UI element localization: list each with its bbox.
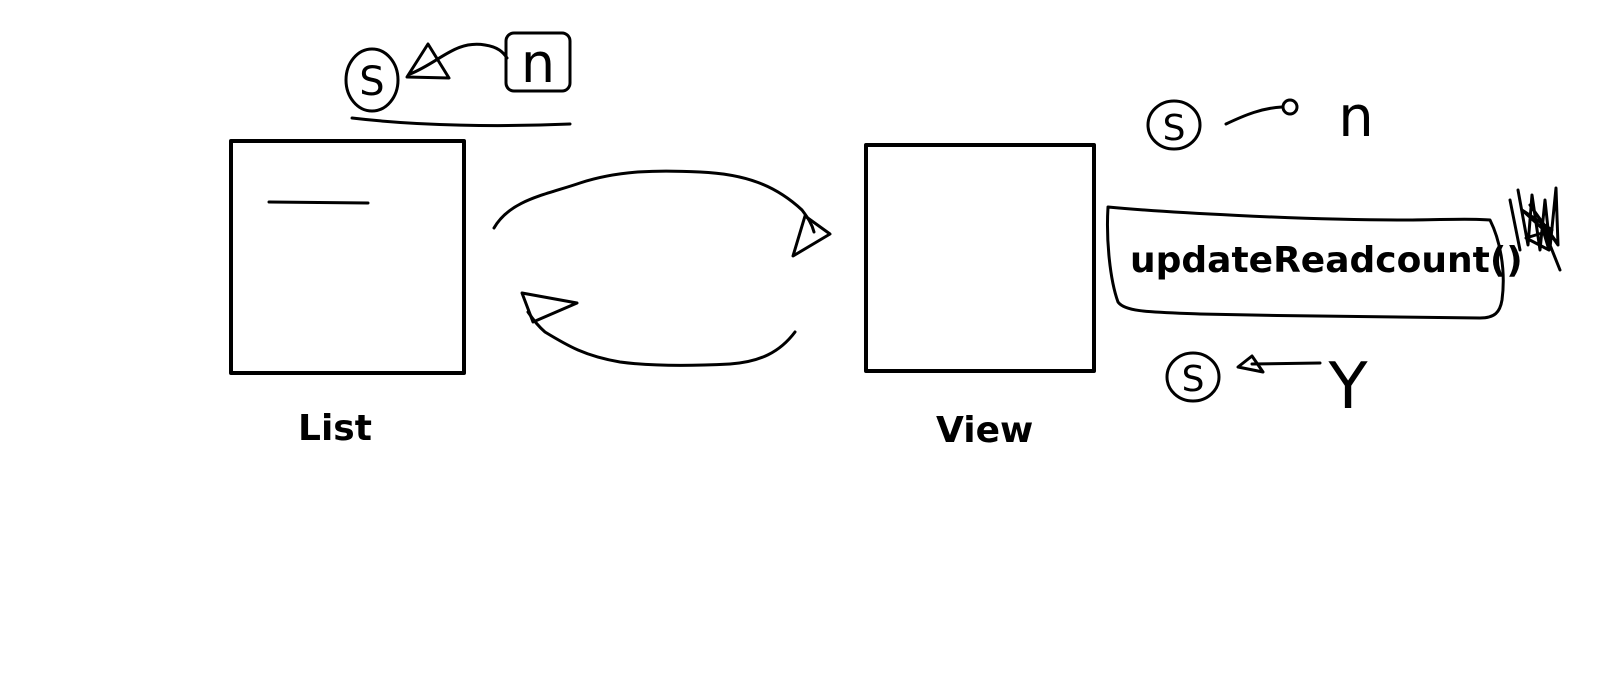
list-top-right-letter: n: [521, 32, 555, 95]
view-box: [864, 143, 1096, 373]
arrow-line: [1250, 361, 1322, 366]
view-bottom-right-letter: Y: [1327, 350, 1368, 424]
method-bubble: updateReadcount(): [1106, 205, 1523, 320]
list-item-dash: [267, 200, 370, 205]
list-top-left-letter: S: [359, 59, 384, 105]
forward-arrow-line: [492, 169, 816, 234]
back-arrowhead-icon: [520, 291, 579, 324]
s-circle: [1165, 351, 1221, 403]
view-bottom-annotation: S Y: [1165, 350, 1368, 424]
view-top-annotation: S n: [1146, 85, 1374, 151]
forward-arrow: [492, 169, 832, 258]
list-top-annotation: S n: [344, 31, 572, 128]
view-bottom-left-letter: S: [1182, 359, 1205, 400]
n-box: [504, 31, 572, 93]
forward-arrowhead-icon: [791, 214, 832, 258]
arrowhead-icon: [405, 42, 451, 80]
back-arrow: [520, 291, 797, 367]
s-circle: [344, 47, 400, 113]
list-label: List: [298, 408, 372, 449]
back-arrow-line: [526, 310, 797, 367]
view-top-left-letter: S: [1163, 108, 1186, 149]
scribble-mark: [1508, 186, 1562, 272]
circle-end-icon: [1281, 98, 1299, 116]
s-circle: [1146, 99, 1202, 151]
list-box: [229, 139, 466, 375]
arrow-line: [408, 42, 509, 76]
connector-line: [1224, 105, 1284, 126]
underline: [350, 116, 572, 128]
method-label: updateReadcount(): [1130, 240, 1523, 281]
method-bubble-outline: [1106, 205, 1505, 320]
view-top-right-letter: n: [1338, 85, 1374, 150]
view-label: View: [936, 410, 1033, 451]
